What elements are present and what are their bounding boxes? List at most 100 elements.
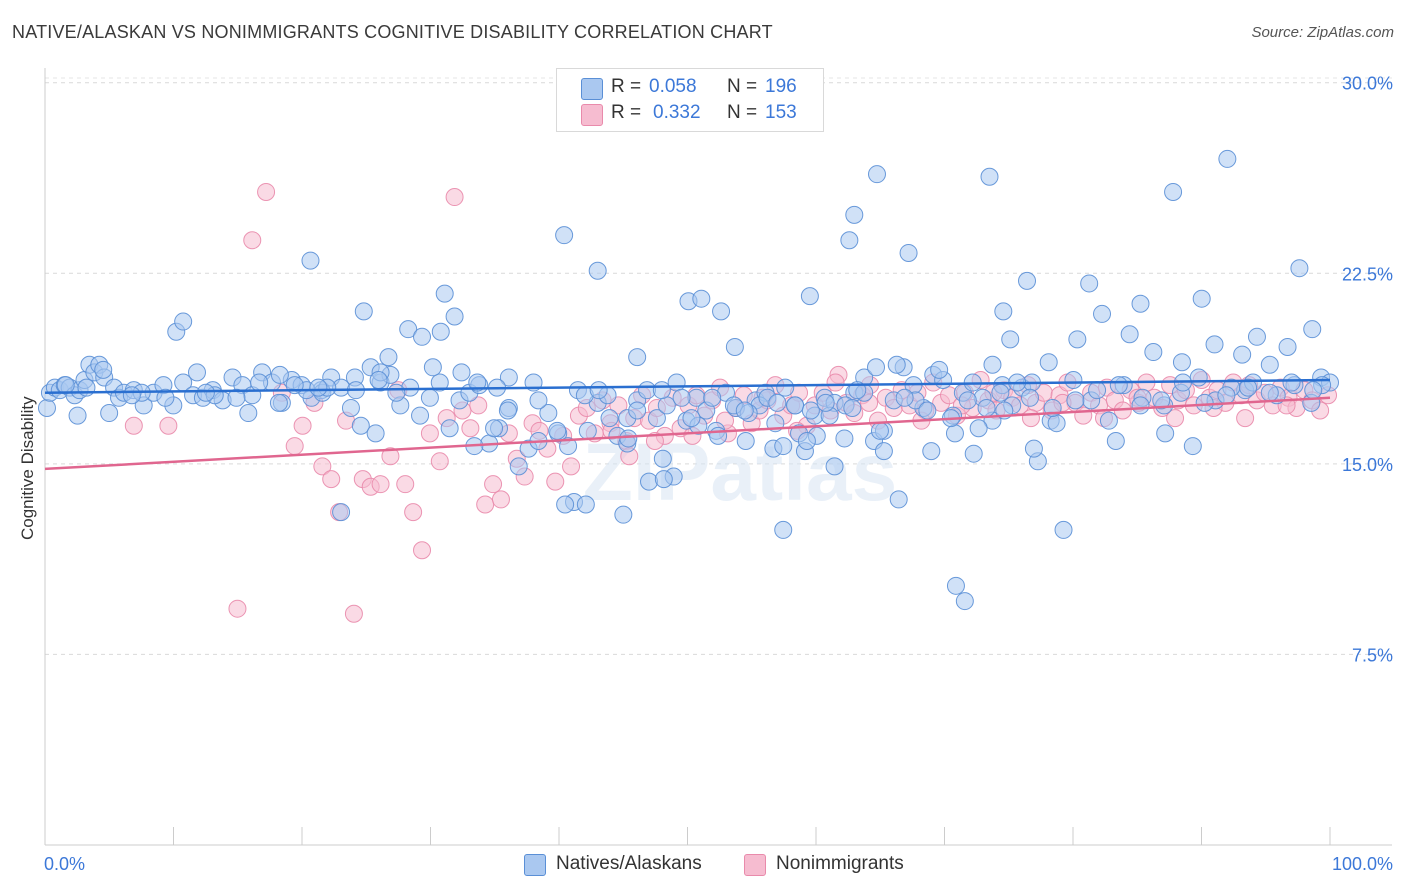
natives-point: [1109, 376, 1128, 395]
y-tick-label: 15.0%: [1342, 455, 1393, 475]
natives-point: [895, 388, 914, 407]
natives-point: [270, 365, 289, 384]
source-label: Source: ZipAtlas.com: [1251, 24, 1394, 41]
legend-label-natives: Natives/Alaskans: [556, 853, 702, 874]
natives-point: [867, 165, 886, 184]
natives-point: [654, 470, 673, 489]
natives-point: [122, 386, 141, 405]
natives-point: [369, 371, 388, 389]
natives-point: [774, 437, 793, 456]
nonimmigrants-point: [413, 541, 432, 560]
natives-point: [485, 419, 504, 438]
trend-line-nonimmigrants: [44, 396, 1331, 471]
natives-point: [555, 226, 574, 245]
natives-point: [68, 406, 87, 425]
legend-r-value: 0.332: [653, 102, 701, 123]
nonimmigrants-point: [1166, 409, 1185, 428]
nonimmigrants-point: [381, 447, 400, 466]
nonimmigrants-point: [645, 431, 664, 450]
natives-point: [994, 302, 1013, 321]
nonimmigrants-point: [469, 396, 488, 415]
natives-point: [870, 421, 889, 440]
natives-point: [1039, 353, 1058, 372]
natives-point: [539, 404, 558, 423]
nonimmigrants-point: [562, 457, 581, 476]
natives-point: [174, 312, 193, 331]
natives-point: [196, 383, 215, 402]
natives-point: [918, 401, 937, 420]
natives-point: [578, 421, 597, 440]
natives-point: [423, 358, 442, 377]
natives-point: [845, 205, 864, 224]
natives-point: [556, 495, 575, 514]
legend-n-label: N =: [727, 102, 758, 123]
natives-point: [1093, 304, 1112, 323]
nonimmigrants-point: [420, 424, 439, 443]
legend-n-value: 153: [765, 102, 797, 123]
natives-point: [1088, 381, 1107, 400]
nonimmigrants-point: [243, 231, 262, 250]
natives-point: [619, 429, 638, 448]
natives-point: [452, 363, 471, 382]
natives-point: [559, 437, 578, 456]
natives-point: [1239, 378, 1258, 397]
natives-point: [411, 406, 430, 425]
natives-point: [945, 424, 964, 443]
natives-point: [667, 373, 686, 392]
natives-point: [332, 503, 351, 522]
natives-point: [840, 231, 859, 250]
natives-point: [1068, 330, 1087, 349]
natives-point: [509, 457, 528, 476]
natives-point: [351, 416, 370, 435]
nonimmigrants-point: [124, 416, 143, 435]
natives-point: [672, 388, 691, 407]
natives-point: [835, 429, 854, 448]
nonimmigrants-point: [476, 495, 495, 514]
natives-point: [983, 355, 1002, 374]
natives-point: [387, 383, 406, 402]
natives-point: [239, 404, 258, 423]
natives-point: [653, 449, 672, 468]
natives-point: [341, 398, 360, 417]
natives-point: [498, 401, 517, 420]
nonimmigrants-point: [404, 503, 423, 522]
natives-point: [652, 381, 671, 400]
natives-point: [797, 431, 816, 450]
natives-point: [1024, 439, 1043, 458]
natives-point: [529, 391, 548, 410]
nonimmigrants-point: [293, 416, 312, 435]
natives-point: [955, 592, 974, 611]
chart-title: NATIVE/ALASKAN VS NONIMMIGRANTS COGNITIV…: [12, 22, 773, 42]
natives-point: [899, 243, 918, 262]
natives-point: [600, 409, 619, 428]
trend-line-natives: [44, 378, 1331, 394]
natives-point: [1260, 355, 1279, 374]
natives-point: [930, 360, 949, 379]
natives-point: [709, 426, 728, 445]
nonimmigrants-point: [1236, 409, 1255, 428]
natives-point: [413, 327, 432, 346]
nonimmigrants-point: [546, 472, 565, 491]
natives-point: [309, 378, 328, 397]
natives-point: [156, 388, 175, 407]
natives-point: [800, 287, 819, 306]
legend-r-label: R =: [611, 76, 642, 97]
nonimmigrants-point: [1074, 406, 1093, 425]
natives-point: [576, 495, 595, 514]
natives-point: [1282, 373, 1301, 392]
natives-point: [1172, 353, 1191, 372]
trend-lines: [44, 378, 1331, 471]
natives-point: [946, 576, 965, 595]
y-tick-labels: 7.5% 15.0% 22.5% 30.0%: [1342, 74, 1393, 666]
nonimmigrants-point: [322, 470, 341, 489]
natives-point: [1106, 431, 1125, 450]
legend-label-nonimmigrants: Nonimmigrants: [776, 853, 904, 874]
nonimmigrants-point: [396, 475, 415, 494]
natives-point: [1304, 381, 1323, 400]
nonimmigrants-point: [461, 419, 480, 438]
natives-point: [692, 289, 711, 308]
natives-point: [977, 398, 996, 417]
natives-point: [1144, 343, 1163, 362]
natives-point: [548, 421, 567, 440]
